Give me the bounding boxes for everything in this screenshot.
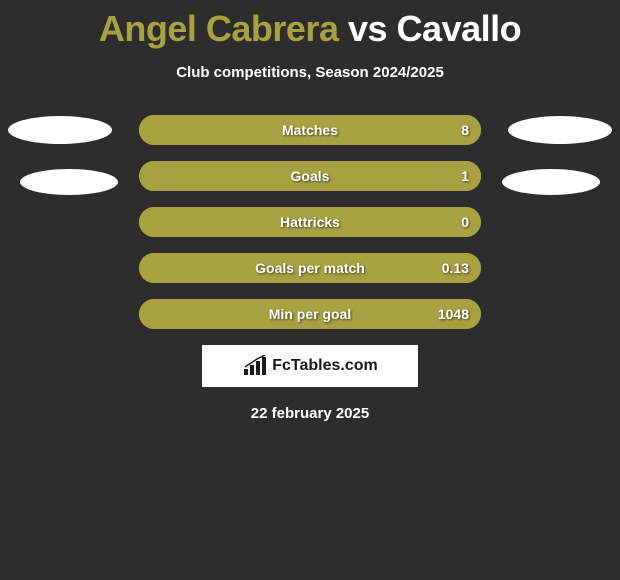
stat-value: 0	[461, 214, 469, 230]
player1-name: Angel Cabrera	[99, 8, 339, 49]
vs-text: vs	[348, 8, 387, 49]
date-line: 22 february 2025	[0, 405, 620, 422]
stat-value: 1	[461, 168, 469, 184]
player-oval-right-1	[508, 116, 612, 144]
stat-value: 1048	[438, 306, 469, 322]
stats-area: Matches 8 Goals 1 Hattricks 0 Goals per match 0…	[0, 115, 620, 329]
stat-label: Hattricks	[280, 214, 340, 230]
stats-list: Matches 8 Goals 1 Hattricks 0 Goals per match 0…	[0, 115, 620, 329]
stat-value: 0.13	[442, 260, 469, 276]
comparison-title: Angel Cabrera vs Cavallo	[0, 0, 620, 50]
stat-row: Hattricks 0	[139, 207, 481, 237]
stat-row: Goals 1	[139, 161, 481, 191]
subtitle: Club competitions, Season 2024/2025	[0, 64, 620, 81]
stat-label: Goals per match	[255, 260, 365, 276]
stat-value: 8	[461, 122, 469, 138]
stat-label: Matches	[282, 122, 338, 138]
stat-label: Min per goal	[269, 306, 351, 322]
stat-row: Matches 8	[139, 115, 481, 145]
stat-row: Goals per match 0.13	[139, 253, 481, 283]
logo-box[interactable]: FcTables.com	[202, 345, 418, 387]
logo-text: FcTables.com	[272, 357, 378, 375]
player2-name: Cavallo	[397, 8, 522, 49]
bar-chart-icon	[242, 355, 268, 377]
stat-row: Min per goal 1048	[139, 299, 481, 329]
player-oval-left-1	[8, 116, 112, 144]
player-oval-left-2	[20, 169, 118, 195]
stat-label: Goals	[291, 168, 330, 184]
player-oval-right-2	[502, 169, 600, 195]
